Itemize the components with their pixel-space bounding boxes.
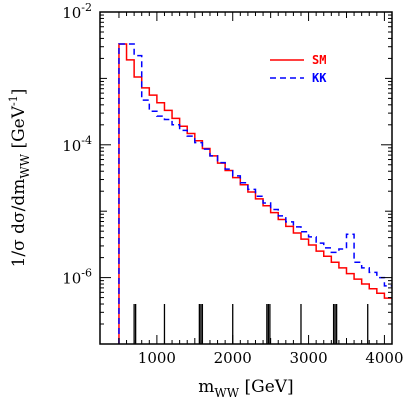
y-axis-label-unit: [GeV xyxy=(9,105,29,154)
x-axis-label-main: m xyxy=(198,377,214,397)
plot-frame xyxy=(99,11,393,345)
x-tick-label: 1000 xyxy=(138,349,176,367)
legend-label-sm: SM xyxy=(312,53,326,67)
y-tick-label: 10-6 xyxy=(62,267,92,288)
y-axis-label-main: 1/σ dσ/dm xyxy=(9,179,29,268)
y-tick-label: 10-4 xyxy=(62,134,92,155)
legend-label-kk: KK xyxy=(312,71,327,85)
tick-labels: 1000 2000 3000 4000 10-2 10-4 10-6 xyxy=(62,1,403,367)
y-tick-label: 10-2 xyxy=(62,1,92,22)
x-tick-label: 2000 xyxy=(214,349,252,367)
x-axis-label: mWW [GeV] xyxy=(198,377,293,400)
x-axis-label-unit: [GeV] xyxy=(239,377,294,397)
plot-content xyxy=(118,43,392,344)
series-sm xyxy=(118,43,392,344)
x-tick-label: 4000 xyxy=(365,349,403,367)
legend: SM KK xyxy=(270,53,327,85)
y-axis-label-sub: WW xyxy=(18,153,32,178)
y-axis-label-close: ] xyxy=(9,89,29,96)
x-tick-label: 3000 xyxy=(289,349,327,367)
y-axis-label-exp: -1 xyxy=(7,95,20,106)
y-axis-label: 1/σ dσ/dmWW [GeV-1] xyxy=(7,89,32,268)
x-axis-label-sub: WW xyxy=(214,386,239,400)
axis-ticks xyxy=(100,12,392,345)
series-kk xyxy=(118,43,392,344)
